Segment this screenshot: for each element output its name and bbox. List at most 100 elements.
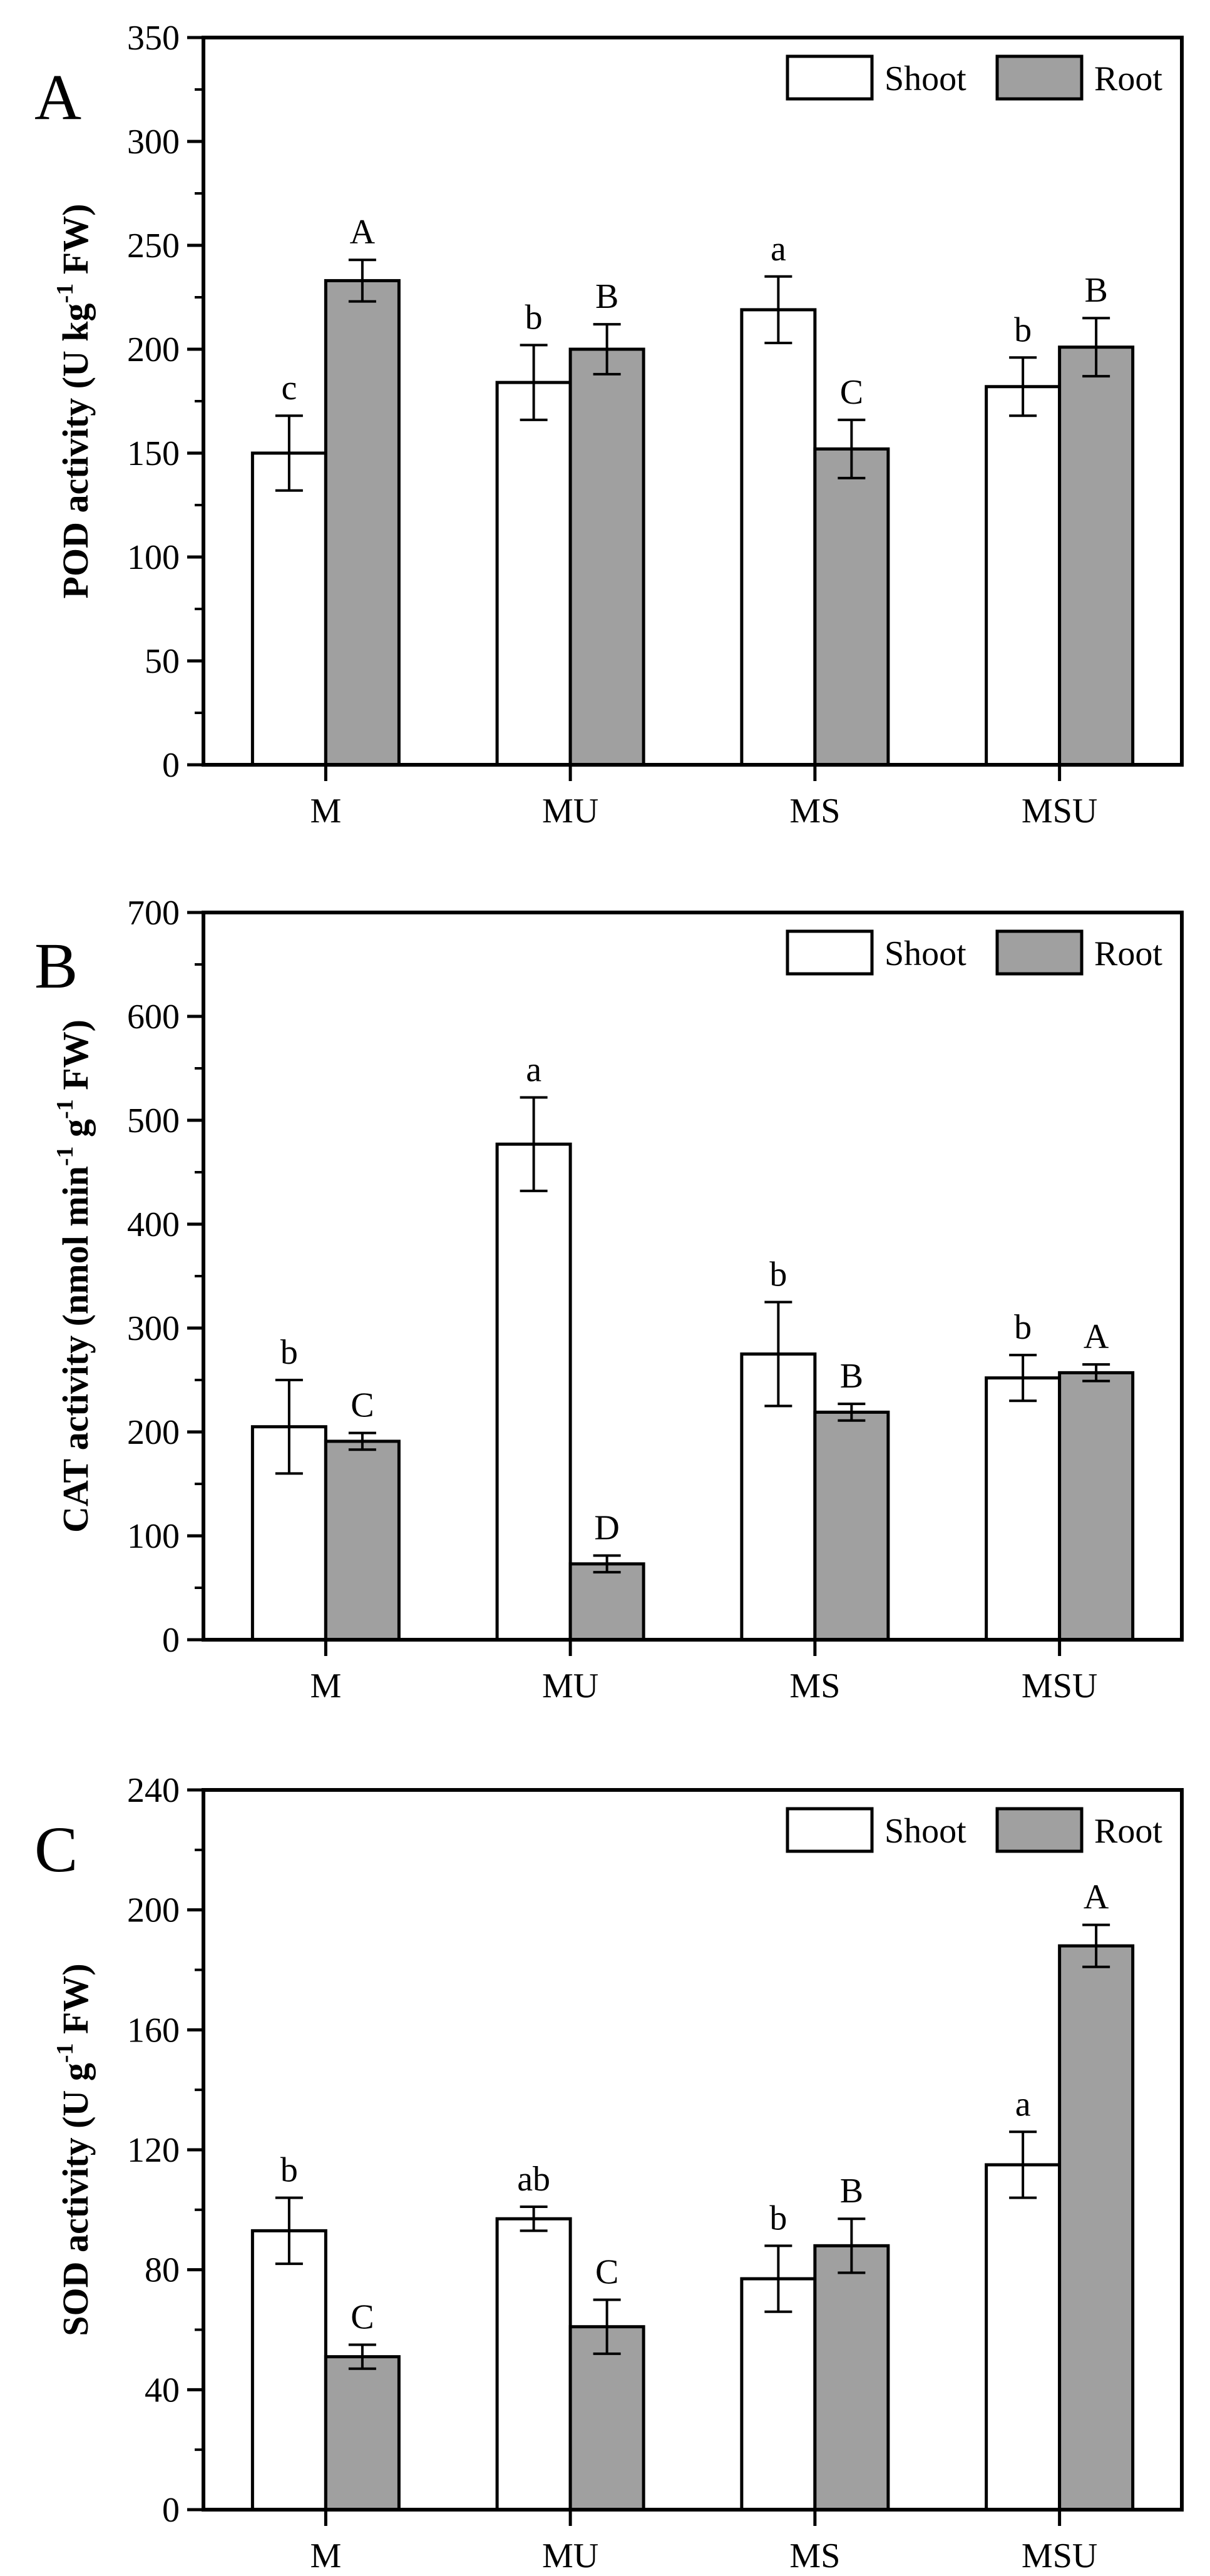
y-tick-label: 500 (127, 1101, 180, 1140)
x-category-label: MSU (1022, 792, 1097, 831)
shoot-bar (495, 381, 572, 767)
plot-frame (202, 1788, 1184, 2512)
root-bar (813, 447, 890, 767)
y-tick-label: 400 (127, 1205, 180, 1244)
shoot-significance-letter: b (1014, 310, 1032, 349)
shoot-significance-letter: ab (517, 2160, 550, 2199)
shoot-bar (985, 385, 1062, 767)
y-axis-title-part: SOD activity (U g (55, 2063, 96, 2336)
root-legend-swatch (995, 54, 1084, 101)
y-tick-label: 200 (127, 1413, 180, 1452)
y-tick-label: 240 (127, 1771, 180, 1810)
shoot-error-bar (275, 2196, 303, 2266)
shoot-error-bar (520, 344, 548, 421)
root-legend-label: Root (1094, 59, 1162, 98)
shoot-bar (985, 2163, 1062, 2512)
root-bar (324, 2355, 401, 2512)
root-significance-letter: C (595, 2253, 618, 2292)
y-tick-label: 80 (145, 2251, 180, 2290)
y-tick-label: 250 (127, 227, 180, 265)
shoot-error-bar (764, 275, 792, 345)
root-error-bar (1082, 1923, 1110, 1968)
root-significance-letter: B (840, 2172, 863, 2211)
root-significance-letter: C (351, 2297, 374, 2336)
y-tick-label: 100 (127, 1517, 180, 1556)
y-tick-label: 200 (127, 1891, 180, 1930)
root-bar (1058, 345, 1135, 767)
shoot-bar (495, 2217, 572, 2512)
root-error-bar (348, 258, 376, 303)
y-axis-title: SOD activity (U g-1 FW) (52, 1963, 96, 2336)
shoot-error-bar (275, 1379, 303, 1475)
shoot-legend-label: Shoot (884, 1812, 966, 1851)
shoot-error-bar (275, 414, 303, 492)
root-bar (1058, 1944, 1135, 2512)
panel-letter: A (34, 61, 81, 133)
legend: Shoot Root (786, 929, 1162, 976)
root-error-bar (593, 323, 621, 376)
root-legend-label: Root (1094, 1812, 1162, 1851)
x-category-label: MS (789, 1667, 840, 1705)
shoot-significance-letter: a (1015, 2085, 1031, 2124)
x-category-label: MU (542, 792, 598, 831)
x-category-label: MSU (1022, 1667, 1097, 1705)
y-axis-title-superscript: -1 (52, 284, 78, 304)
chart-panel-c: C 0 40 80 120 160 200 240 SOD activity (U g-1 FW… (34, 1771, 1184, 2575)
shoot-legend-swatch (786, 929, 874, 976)
y-axis-title-superscript: -1 (52, 2043, 78, 2063)
x-category-label: M (310, 792, 341, 831)
y-tick-label: 300 (127, 123, 180, 161)
shoot-error-bar (764, 2244, 792, 2313)
root-error-bar (838, 1403, 866, 1422)
y-tick-label: 350 (127, 19, 180, 58)
y-axis-title-superscript: -1 (52, 1099, 78, 1119)
root-error-bar (593, 2298, 621, 2355)
root-error-bar (838, 418, 866, 479)
y-tick-label: 300 (127, 1309, 180, 1348)
root-significance-letter: A (1084, 1317, 1109, 1356)
shoot-error-bar (1009, 2130, 1037, 2199)
shoot-error-bar (764, 1301, 792, 1408)
chart-panel-b: B 0 100 200 300 400 500 600 700 CAT activity (nmo… (34, 894, 1184, 1705)
x-category-label: MS (789, 2537, 840, 2575)
root-error-bar (593, 1554, 621, 1574)
y-tick-label: 700 (127, 894, 180, 933)
y-axis-title: CAT activity (nmol min-1 g-1 FW) (52, 1020, 96, 1533)
x-category-label: MSU (1022, 2537, 1097, 2575)
plot-frame (202, 911, 1184, 1642)
root-significance-letter: A (1084, 1878, 1109, 1917)
legend: Shoot Root (786, 1807, 1162, 1853)
x-category-label: MS (789, 792, 840, 831)
root-significance-letter: B (840, 1357, 863, 1396)
root-bar (813, 1410, 890, 1642)
shoot-significance-letter: b (280, 2151, 298, 2190)
y-tick-label: 50 (145, 642, 180, 681)
y-axis-title-part: FW) (55, 204, 96, 284)
y-axis-title-part: FW) (55, 1963, 96, 2043)
shoot-error-bar (520, 1096, 548, 1192)
y-axis-title-superscript: -1 (52, 1146, 78, 1166)
root-significance-letter: C (351, 1386, 374, 1425)
root-legend-swatch (995, 929, 1084, 976)
chart-panel-a: A 0 50 100 150 200 250 300 350 POD activity (U kg… (34, 19, 1184, 831)
root-error-bar (1082, 317, 1110, 378)
root-error-bar (348, 1431, 376, 1451)
y-tick-label: 0 (162, 746, 180, 785)
root-legend-swatch (995, 1807, 1084, 1853)
root-significance-letter: C (840, 373, 863, 412)
shoot-legend-swatch (786, 1807, 874, 1853)
x-category-label: MU (542, 2537, 598, 2575)
shoot-bar (740, 2277, 817, 2512)
y-axis-title-part: CAT activity (nmol min (55, 1166, 96, 1533)
panel-letter: C (34, 1814, 78, 1886)
shoot-bar (495, 1142, 572, 1642)
y-tick-label: 0 (162, 2491, 180, 2530)
root-bar (324, 279, 401, 767)
x-category-label: M (310, 2537, 341, 2575)
shoot-legend-label: Shoot (884, 934, 966, 973)
y-tick-label: 120 (127, 2131, 180, 2170)
shoot-bar (250, 2229, 327, 2512)
shoot-significance-letter: b (1014, 1308, 1032, 1347)
y-axis-title-part: POD activity (U kg (55, 303, 96, 598)
